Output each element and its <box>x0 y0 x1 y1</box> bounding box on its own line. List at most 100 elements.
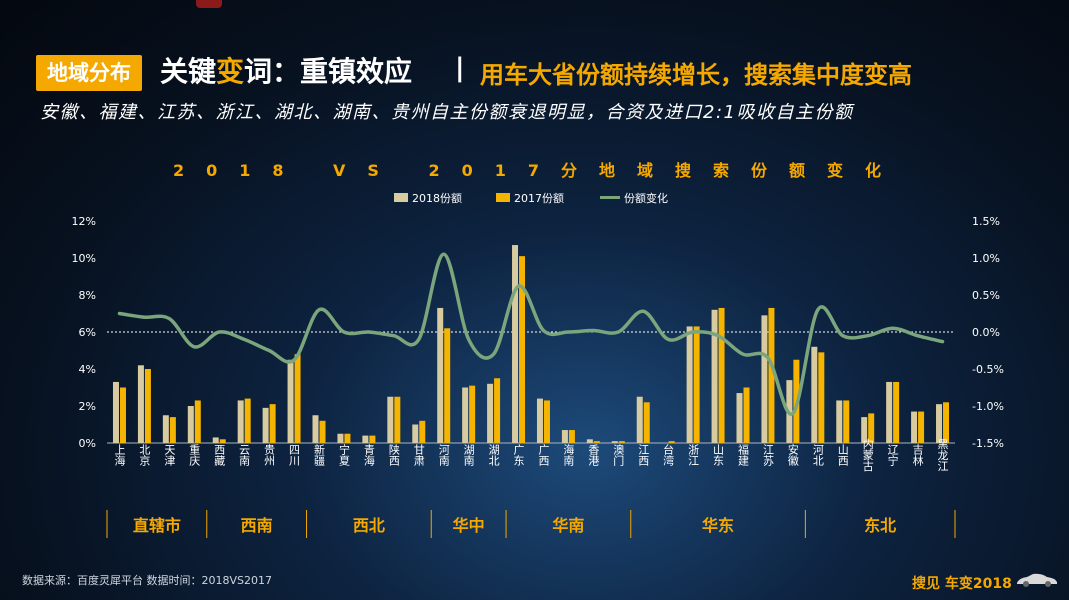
bar-2018 <box>911 411 918 443</box>
category-label: 辽宁 <box>886 444 899 466</box>
y-left-tick: 8% <box>79 289 96 302</box>
bar-2017 <box>893 381 900 443</box>
bar-2018 <box>162 415 169 443</box>
bar-2017 <box>543 400 550 443</box>
category-label: 河北 <box>811 444 824 466</box>
y-left-tick: 2% <box>79 400 96 413</box>
bar-2017 <box>519 256 526 443</box>
bar-2018 <box>212 437 219 443</box>
region-label: 西北 <box>353 516 385 535</box>
region-label: 西南 <box>241 516 273 535</box>
bar-2018 <box>512 245 519 443</box>
bar-2017 <box>868 413 875 443</box>
title-prefix: 关键 <box>160 55 217 88</box>
bar-2017 <box>918 411 925 443</box>
chart: 2018 VS 2017分地域搜索份额变化 2018份额 2017份额 份额变化 0… <box>72 161 1004 538</box>
category-label: 贵州 <box>263 444 276 466</box>
y-right-tick: -1.0% <box>972 400 1004 413</box>
bar-2018 <box>337 433 344 443</box>
bar-2018 <box>836 400 843 443</box>
category-label: 河南 <box>437 444 450 466</box>
change-line <box>117 252 945 416</box>
bar-2017 <box>718 307 725 443</box>
bar-2017 <box>768 307 775 443</box>
y-left-tick: 6% <box>79 326 96 339</box>
y-left-tick: 12% <box>72 215 96 228</box>
bar-2017 <box>194 400 201 443</box>
category-label: 广西 <box>537 444 550 466</box>
region-label: 华中 <box>453 516 485 535</box>
bar-2018 <box>287 359 294 443</box>
top-badge <box>196 0 222 8</box>
category-label: 吉林 <box>911 444 924 466</box>
brand-logo: 搜见 车变2018 <box>912 576 1012 592</box>
bar-2017 <box>394 396 401 443</box>
y-left-tick: 10% <box>72 252 96 265</box>
legend: 2018份额 2017份额 份额变化 <box>394 191 668 205</box>
category-label: 新疆 <box>313 443 326 466</box>
bar-2017 <box>419 420 426 443</box>
y-right-tick: -1.5% <box>972 437 1004 450</box>
category-label: 西藏 <box>213 444 226 467</box>
bar-2018 <box>462 387 469 443</box>
title-suffix: 词：重镇效应 <box>244 55 413 88</box>
y-right-tick: -0.5% <box>972 363 1004 376</box>
section-tag: 地域分布 <box>36 55 142 91</box>
legend-swatch <box>394 193 408 202</box>
bar-2017 <box>643 402 650 443</box>
category-label: 青海 <box>362 444 375 467</box>
region-label: 直辖市 <box>133 516 181 535</box>
bar-2018 <box>262 407 269 443</box>
bar-2018 <box>237 400 244 443</box>
category-label: 江苏 <box>761 444 774 467</box>
subtitle: 安徽、福建、江苏、浙江、湖北、湖南、贵州自主份额衰退明显，合资及进口2:1吸收自… <box>40 102 854 123</box>
bar-2017 <box>169 417 176 443</box>
category-label: 澳门 <box>612 444 625 467</box>
category-label: 山西 <box>836 444 849 466</box>
bar-2018 <box>761 315 768 443</box>
bar-2018 <box>412 424 419 443</box>
title-highlight: 变 <box>216 55 245 88</box>
category-labels: 上海 北京 天津 重庆 西藏 云南 贵州 四川 新疆 宁夏 青海 陕西 甘肃 河南 湖南 湖北 广东 广西 海南 香港… <box>113 437 949 471</box>
bar-2017 <box>618 441 625 443</box>
y-right-tick: 1.5% <box>972 215 1000 228</box>
category-label: 福建 <box>737 443 750 467</box>
bar-2018 <box>861 417 868 443</box>
bar-2017 <box>568 430 575 443</box>
category-label: 湖北 <box>487 444 500 466</box>
category-label: 云南 <box>238 444 251 466</box>
footer-source: 数据来源：百度灵犀平台 数据时间：2018VS2017 <box>22 574 272 587</box>
series-line-change <box>117 252 945 416</box>
bar-2018 <box>936 404 943 443</box>
bar-2017 <box>219 439 226 443</box>
bar-2017 <box>469 385 476 443</box>
bar-2017 <box>269 404 276 443</box>
bar-2017 <box>743 387 750 443</box>
category-label: 湖南 <box>462 444 475 466</box>
category-label: 上海 <box>113 444 126 467</box>
bar-2018 <box>536 398 543 443</box>
category-label: 重庆 <box>188 443 201 467</box>
region-label: 华南 <box>552 516 584 535</box>
category-label: 黑龙江 <box>936 438 949 471</box>
legend-label: 2018份额 <box>412 192 462 205</box>
bar-2018 <box>137 365 144 443</box>
category-label: 四川 <box>288 444 301 466</box>
category-label: 天津 <box>163 444 176 466</box>
category-label: 台湾 <box>662 443 675 467</box>
category-label: 内蒙古 <box>861 437 874 471</box>
category-label: 江西 <box>637 444 650 466</box>
title-sub: 用车大省份额持续增长，搜索集中度变高 <box>480 61 912 89</box>
bar-2017 <box>593 441 600 443</box>
bar-2018 <box>437 307 444 443</box>
y-left-tick: 4% <box>79 363 96 376</box>
bar-2017 <box>494 378 501 443</box>
bar-2018 <box>636 396 643 443</box>
y-right-tick: 0.5% <box>972 289 1000 302</box>
bar-2017 <box>344 433 351 443</box>
legend-label: 份额变化 <box>624 191 668 205</box>
bar-2017 <box>843 400 850 443</box>
category-label: 浙江 <box>687 444 700 466</box>
region-label: 东北 <box>864 516 896 535</box>
category-label: 海南 <box>562 443 575 466</box>
